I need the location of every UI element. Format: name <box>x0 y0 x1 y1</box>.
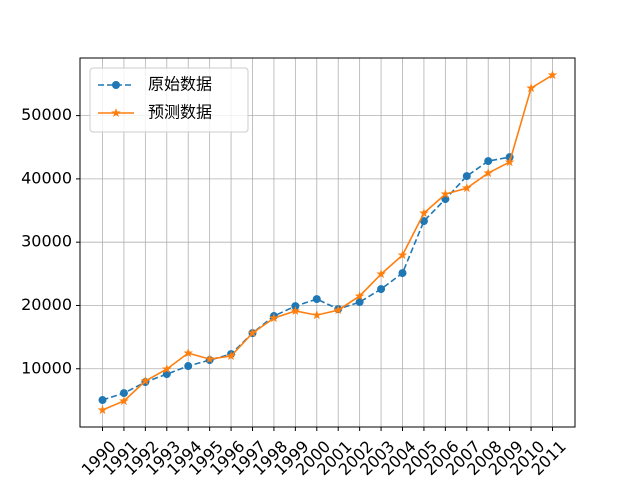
marker <box>419 208 429 218</box>
marker <box>140 376 151 386</box>
marker <box>462 183 472 193</box>
legend-label: 原始数据 <box>148 75 212 94</box>
marker <box>162 364 172 374</box>
marker <box>312 310 322 320</box>
marker <box>398 269 407 278</box>
marker <box>119 396 129 406</box>
marker <box>377 285 386 294</box>
line <box>102 74 553 411</box>
marker <box>119 389 128 398</box>
marker <box>333 305 343 315</box>
marker <box>355 298 364 307</box>
y-tick-label: 20000 <box>21 295 72 314</box>
y-tick-label: 30000 <box>21 232 72 251</box>
legend-label: 预测数据 <box>148 103 212 122</box>
marker <box>226 351 236 361</box>
y-tick-label: 10000 <box>21 358 72 377</box>
marker <box>526 83 536 93</box>
marker <box>483 168 493 178</box>
marker <box>183 348 193 358</box>
marker <box>397 250 408 260</box>
marker <box>111 108 121 117</box>
marker <box>312 295 321 304</box>
marker <box>504 157 515 167</box>
marker <box>97 405 108 415</box>
marker <box>290 306 301 316</box>
marker <box>112 81 120 89</box>
y-tick-label: 40000 <box>21 168 72 187</box>
marker <box>419 217 428 226</box>
marker <box>376 269 386 279</box>
marker <box>547 70 558 80</box>
y-tick-label: 50000 <box>21 105 72 124</box>
plot-frame <box>79 57 576 428</box>
marker <box>440 189 451 199</box>
marker <box>204 354 215 364</box>
marker <box>247 328 258 338</box>
marker <box>184 362 193 371</box>
marker <box>291 302 300 311</box>
legend-frame <box>89 67 249 133</box>
marker <box>269 313 279 323</box>
marker <box>484 157 493 166</box>
marker <box>98 396 107 405</box>
marker <box>462 172 471 181</box>
marker <box>354 291 365 301</box>
